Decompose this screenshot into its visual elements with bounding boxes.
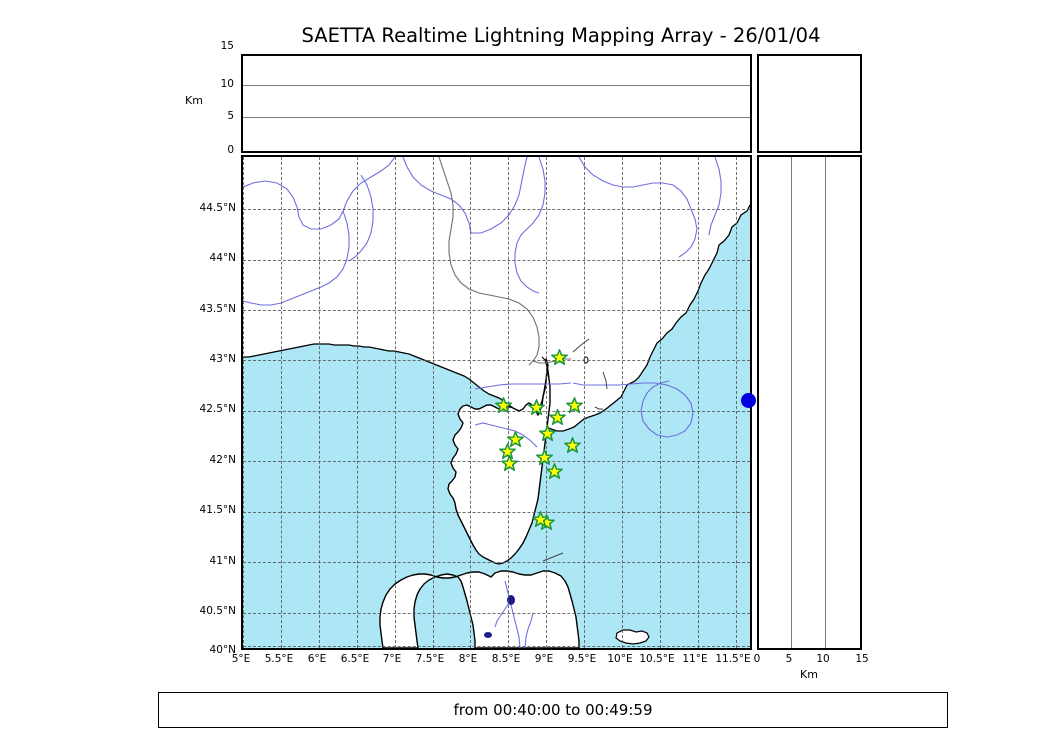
gridline-lon-11 xyxy=(698,157,699,648)
gridline-lon-9.5 xyxy=(584,157,585,648)
ytick-lat-41: 41°N xyxy=(209,555,236,567)
xtick-lon-7.5: 7.5°E xyxy=(415,653,445,665)
gridline-lon-6 xyxy=(319,157,320,648)
gridline-lon-7.5 xyxy=(433,157,434,648)
gridline-lat-42.5 xyxy=(243,411,750,412)
station-star-icon[interactable] xyxy=(531,510,549,528)
gridline-lat-44.5 xyxy=(243,209,750,210)
station-star-icon[interactable] xyxy=(498,442,516,460)
xtick-lon-8.5: 8.5°E xyxy=(491,653,521,665)
station-star-icon[interactable] xyxy=(494,396,512,414)
xtick-km-0: 0 xyxy=(753,653,761,665)
xtick-lon-9: 9°E xyxy=(534,653,554,665)
ytick-top-15: 15 xyxy=(220,40,234,52)
ytick-lat-40.5: 40.5°N xyxy=(199,605,236,617)
gridline-lat-43 xyxy=(243,360,750,361)
xtick-km-15: 15 xyxy=(855,653,869,665)
gridline-lat-42 xyxy=(243,461,750,462)
axis-label-top-km: Km xyxy=(185,94,203,107)
ytick-lat-43.5: 43.5°N xyxy=(199,303,236,315)
station-star-icon[interactable] xyxy=(538,424,556,442)
gridline-lat-40.5 xyxy=(243,613,750,614)
panel-altitude-vs-latitude xyxy=(757,155,862,650)
ytick-lat-40: 40°N xyxy=(209,644,236,656)
gridline-lon-10 xyxy=(622,157,623,648)
gridline-km-5 xyxy=(791,157,792,648)
gridline-km-10 xyxy=(825,157,826,648)
gridline-lon-5 xyxy=(243,157,244,648)
xtick-lon-11: 11°E xyxy=(682,653,708,665)
xtick-lon-10: 10°E xyxy=(607,653,633,665)
ytick-top-0: 0 xyxy=(227,144,234,156)
time-window-text: from 00:40:00 to 00:49:59 xyxy=(453,701,653,719)
ytick-lat-44: 44°N xyxy=(209,252,236,264)
ytick-top-5: 5 xyxy=(227,110,234,122)
xtick-lon-9.5: 9.5°E xyxy=(567,653,597,665)
gridline-alt-5 xyxy=(243,117,750,118)
station-star-icon[interactable] xyxy=(563,436,581,454)
xtick-lon-11.5: 11.5°E xyxy=(715,653,751,665)
ytick-top-10: 10 xyxy=(220,78,234,90)
station-star-icon[interactable] xyxy=(550,348,568,366)
station-star-icon[interactable] xyxy=(565,396,583,414)
station-star-icon[interactable] xyxy=(500,454,518,472)
ytick-lat-44.5: 44.5°N xyxy=(199,202,236,214)
gridline-lat-44 xyxy=(243,260,750,261)
panel-altitude-vs-longitude xyxy=(241,54,752,153)
gridline-lon-7 xyxy=(395,157,396,648)
station-star-icon[interactable] xyxy=(548,408,566,426)
xtick-lon-6.5: 6.5°E xyxy=(340,653,370,665)
xtick-lon-6: 6°E xyxy=(307,653,327,665)
gridline-lat-41.5 xyxy=(243,512,750,513)
station-star-icon[interactable] xyxy=(545,462,563,480)
gridline-lon-10.5 xyxy=(660,157,661,648)
panel-altitude-histogram xyxy=(757,54,862,153)
xtick-lon-5.5: 5.5°E xyxy=(264,653,294,665)
gridline-lat-41 xyxy=(243,562,750,563)
gridline-lat-43.5 xyxy=(243,310,750,311)
gridline-lon-6.5 xyxy=(357,157,358,648)
gridline-lon-11.5 xyxy=(736,157,737,648)
xtick-km-10: 10 xyxy=(816,653,830,665)
ytick-lat-41.5: 41.5°N xyxy=(199,504,236,516)
time-window-statusbar: from 00:40:00 to 00:49:59 xyxy=(158,692,948,728)
ytick-lat-43: 43°N xyxy=(209,353,236,365)
station-star-icon[interactable] xyxy=(527,398,545,416)
page-title: SAETTA Realtime Lightning Mapping Array … xyxy=(301,24,821,47)
gridline-lon-8 xyxy=(470,157,471,648)
xtick-lon-8: 8°E xyxy=(458,653,478,665)
ytick-lat-42.5: 42.5°N xyxy=(199,403,236,415)
axis-label-right-km: Km xyxy=(800,668,818,681)
gridline-lon-5.5 xyxy=(281,157,282,648)
xtick-km-5: 5 xyxy=(785,653,793,665)
gridline-lon-9 xyxy=(546,157,547,648)
xtick-lon-10.5: 10.5°E xyxy=(639,653,675,665)
station-star-icon[interactable] xyxy=(535,448,553,466)
ytick-lat-42: 42°N xyxy=(209,454,236,466)
gridline-alt-10 xyxy=(243,85,750,86)
station-star-icon[interactable] xyxy=(506,430,524,448)
panel-map-plan-view[interactable] xyxy=(241,155,752,650)
gridline-lat-40 xyxy=(243,646,750,647)
vhf-source-marker[interactable] xyxy=(740,392,756,408)
xtick-lon-5: 5°E xyxy=(231,653,251,665)
xtick-lon-7: 7°E xyxy=(382,653,402,665)
